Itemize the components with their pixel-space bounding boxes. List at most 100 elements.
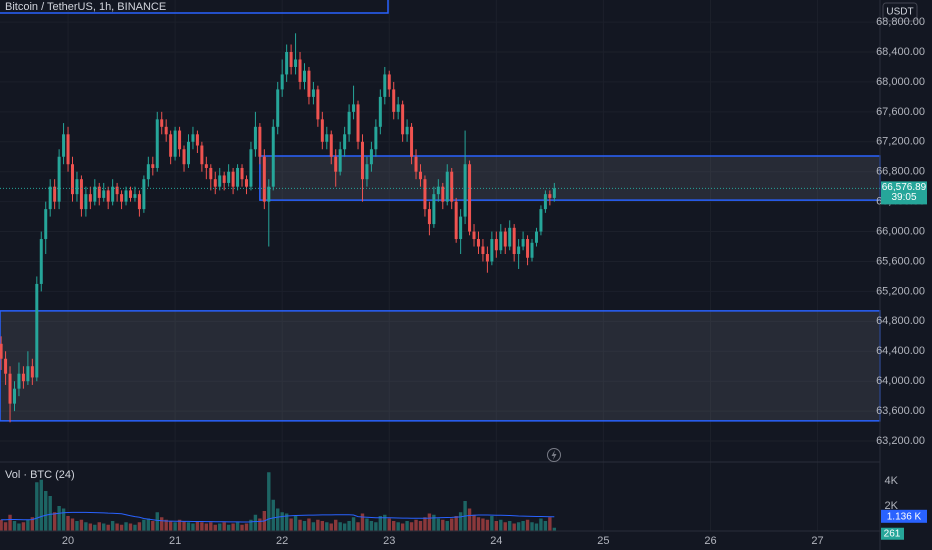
volume-bar [365, 518, 369, 531]
volume-bar [137, 522, 142, 531]
candle-body [12, 388, 16, 404]
volume-bar [387, 518, 391, 531]
y-tick-label: 68,400.00 [876, 46, 925, 58]
candle-body [378, 96, 382, 127]
candle-body [97, 186, 101, 198]
volume-bar [525, 519, 530, 531]
volume-bar [195, 521, 200, 531]
candle-body [383, 74, 387, 97]
candle-body [271, 126, 275, 187]
candle-body [445, 171, 449, 202]
volume-bar [164, 519, 168, 531]
volume-bar [516, 522, 521, 531]
y-tick-label: 68,000.00 [876, 76, 925, 88]
candle-body [294, 59, 298, 67]
candle-body [418, 171, 422, 180]
volume-bar [409, 522, 414, 531]
candle-body [164, 126, 168, 135]
volume-bar [476, 517, 481, 531]
candle-body [352, 104, 356, 112]
candle-body [133, 194, 137, 198]
countdown: 39:05 [891, 192, 916, 203]
candle-body [338, 149, 342, 172]
candle-body [262, 156, 266, 202]
volume-bar [347, 521, 351, 531]
volume-tick-label: 2K [885, 500, 899, 512]
candle-body [302, 70, 306, 82]
volume-bar [534, 523, 539, 531]
candle-body [365, 164, 369, 180]
lightning-icon[interactable] [547, 448, 561, 462]
price-badge-label: 66,576.89 [882, 182, 927, 193]
candle-body [17, 373, 21, 389]
candle-body [120, 194, 124, 202]
volume-bar [142, 519, 146, 531]
candle-body [548, 194, 552, 198]
volume-bar [128, 523, 133, 531]
volume-bar [30, 517, 35, 531]
candle-body [191, 134, 195, 142]
volume-bar [249, 519, 253, 531]
volume-bar [441, 519, 445, 531]
volume-pane [0, 472, 557, 531]
candle-body [236, 167, 240, 187]
volume-bar [88, 523, 93, 531]
volume-bar [61, 508, 66, 531]
candle-body [204, 164, 208, 168]
y-tick-label: 63,200.00 [876, 435, 925, 447]
y-tick-label: 66,000.00 [876, 225, 925, 237]
candle-body [44, 209, 48, 240]
volume-bar [97, 522, 101, 531]
volume-bar [204, 523, 209, 531]
candle-body [369, 149, 373, 165]
candle-body [142, 179, 146, 210]
volume-bar [490, 516, 494, 531]
candle-body [106, 190, 110, 202]
candle-body [209, 167, 213, 180]
volume-bar [160, 517, 164, 531]
volume-bar [302, 521, 307, 531]
volume-bar [316, 519, 320, 531]
volume-badge-label: 261 [884, 528, 901, 539]
volume-bar [124, 522, 128, 531]
candle-body [320, 119, 324, 142]
candle-body [21, 373, 25, 382]
drawing-box [0, 0, 389, 14]
lightning-bolt [551, 450, 557, 460]
candle-body [93, 186, 97, 202]
candle-body [459, 216, 463, 240]
volume-bar [508, 521, 512, 531]
volume-bar [146, 518, 151, 531]
y-tick-label: 64,800.00 [876, 315, 925, 327]
candle-body [534, 231, 538, 243]
volume-bar [200, 522, 204, 531]
y-tick-label: 64,400.00 [876, 345, 925, 357]
currency-button[interactable] [882, 2, 918, 22]
candle-body [468, 164, 472, 232]
candle-body [222, 175, 226, 183]
candle-body [427, 209, 431, 225]
volume-bar [423, 517, 427, 531]
volume-bar [458, 512, 463, 531]
candles [0, 33, 556, 423]
x-tick-label: 21 [169, 535, 181, 547]
volume-bar [151, 521, 155, 531]
candle-body [374, 126, 378, 150]
candle-body [436, 186, 440, 195]
candle-body [146, 164, 150, 180]
volume-bar [503, 522, 507, 531]
zone [259, 155, 881, 201]
candle-body [463, 164, 467, 217]
volume-bar [298, 519, 302, 531]
volume-bar [119, 524, 124, 531]
volume-bar [548, 517, 552, 531]
candle-body [48, 186, 52, 210]
volume-bar [276, 508, 280, 531]
volume-bar [552, 527, 557, 531]
candle-body [307, 70, 311, 97]
candle-body [88, 194, 92, 202]
candle-body [503, 231, 507, 247]
volume-bar [351, 517, 356, 531]
candle-body [53, 186, 57, 202]
